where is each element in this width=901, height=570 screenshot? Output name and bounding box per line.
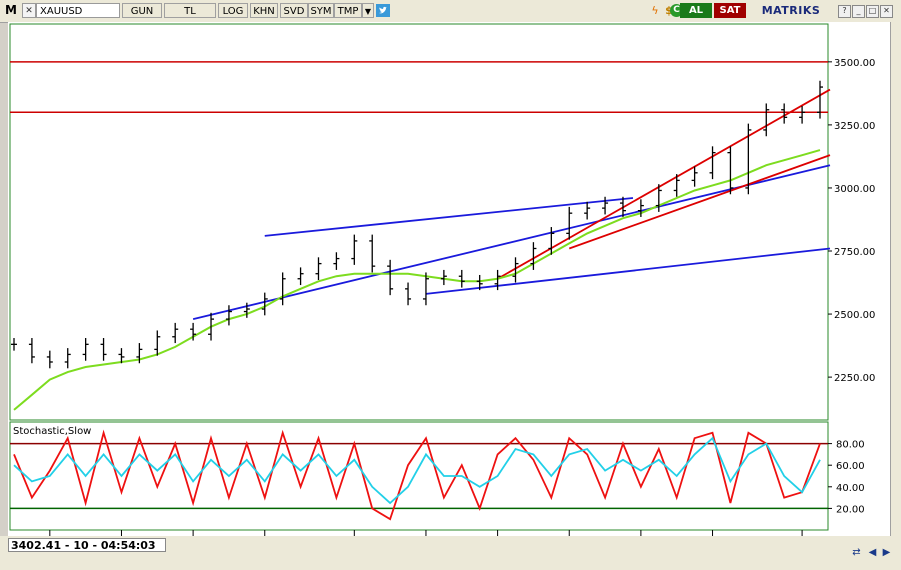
stochastic-panel[interactable]: 20.00 40.00 60.00 80.00 Stochastic,Slow — [9, 421, 865, 531]
price-bar — [655, 184, 662, 212]
price-bar — [225, 305, 232, 326]
scroll-left-icon[interactable]: ◀ — [868, 547, 877, 558]
price-bar — [82, 338, 89, 361]
sym-button[interactable]: SYM — [308, 3, 334, 18]
price-bar — [727, 146, 734, 195]
price-bar — [243, 302, 250, 318]
stochastic-panel-border — [9, 421, 829, 531]
trendline-blue — [425, 247, 831, 295]
price-bar — [315, 257, 322, 281]
price-bar — [548, 227, 555, 255]
template-button[interactable]: TMP — [334, 3, 362, 18]
symbol-input[interactable]: XAUUSD — [36, 3, 120, 18]
currency-button[interactable]: TL — [164, 3, 216, 18]
price-bar — [691, 166, 698, 187]
price-bar — [673, 174, 680, 197]
stochastic-title: Stochastic,Slow — [13, 426, 91, 437]
trendline-red — [568, 154, 831, 250]
price-bar — [351, 234, 358, 265]
stochastic-tick-label: 40.00 — [836, 483, 865, 494]
stochastic-tick-label: 80.00 — [836, 440, 865, 451]
price-bar — [619, 196, 626, 217]
price-bar — [494, 269, 501, 291]
price-bar — [369, 234, 376, 273]
price-bar — [584, 201, 591, 220]
price-bar — [64, 348, 71, 369]
price-bar — [154, 330, 161, 356]
price-bar — [763, 103, 770, 137]
price-bar — [709, 146, 716, 180]
stochastic-tick-label: 60.00 — [836, 461, 865, 472]
moving-average-line — [13, 149, 821, 411]
trendline-blue — [192, 164, 831, 320]
trendline-blue — [264, 197, 634, 237]
price-bar — [333, 252, 340, 270]
close-icon[interactable]: ✕ — [880, 5, 893, 18]
price-bar — [279, 272, 286, 306]
khn-button[interactable]: KHN — [250, 3, 278, 18]
dollar-icon[interactable]: $ — [665, 4, 673, 17]
price-bar — [422, 272, 429, 306]
price-bar — [799, 105, 806, 124]
cursor-readout: 3402.41 - 10 - 04:54:03 — [8, 538, 166, 552]
price-bar — [405, 282, 412, 306]
price-bar — [118, 348, 125, 364]
price-bar — [172, 322, 179, 344]
maximize-icon[interactable]: □ — [866, 5, 879, 18]
price-panel-border — [9, 23, 829, 421]
price-bar — [566, 206, 573, 240]
sync-icon[interactable]: ⇄ — [852, 547, 861, 558]
price-bar — [190, 322, 197, 341]
twitter-icon[interactable] — [376, 4, 390, 17]
help-icon[interactable]: ? — [838, 5, 851, 18]
matriks-logo: MATRIKS — [761, 4, 821, 17]
price-bar — [512, 257, 519, 283]
price-bar — [261, 292, 268, 316]
price-tick-label: 3000.00 — [834, 184, 875, 195]
price-bar — [458, 269, 465, 288]
price-bar — [602, 196, 609, 215]
price-bar — [440, 269, 447, 286]
price-tick-label: 3250.00 — [834, 121, 875, 132]
price-tick-label: 3500.00 — [834, 58, 875, 69]
right-scrollbar[interactable] — [890, 22, 901, 542]
app-menu-button[interactable]: M — [5, 3, 17, 17]
interval-button[interactable]: GUN — [122, 3, 162, 18]
price-panel[interactable]: 2250.00 2500.00 2750.00 3000.00 3250.00 3500.… — [9, 23, 875, 421]
price-bar — [208, 312, 215, 341]
minimize-icon[interactable]: _ — [852, 5, 865, 18]
price-bar — [476, 274, 483, 291]
refresh-icon[interactable]: C — [670, 4, 683, 17]
price-bar — [387, 259, 394, 296]
svd-button[interactable]: SVD — [280, 3, 308, 18]
price-bar — [637, 199, 644, 217]
price-bar — [136, 343, 143, 364]
price-bar — [781, 103, 788, 124]
trendline-red — [497, 88, 831, 280]
stochastic-tick-label: 20.00 — [836, 504, 865, 515]
close-symbol-icon[interactable]: ✕ — [22, 3, 36, 18]
price-bar — [46, 350, 53, 369]
price-bar — [100, 338, 107, 361]
toolbar: M ✕ XAUUSD GUN TL LOG KHN SVD SYM TMP ▼ … — [0, 0, 901, 23]
price-bar — [297, 267, 304, 286]
scroll-right-icon[interactable]: ▶ — [882, 547, 891, 558]
price-bar — [11, 338, 17, 351]
log-button[interactable]: LOG — [218, 3, 248, 18]
lightning-icon[interactable]: ϟ — [651, 4, 659, 17]
sell-button[interactable]: SAT — [714, 3, 746, 18]
price-bar — [745, 123, 752, 195]
buy-button[interactable]: AL — [680, 3, 712, 18]
price-bar — [817, 80, 823, 119]
price-tick-label: 2750.00 — [834, 247, 875, 258]
price-tick-label: 2500.00 — [834, 310, 875, 321]
price-bar — [530, 242, 537, 270]
dropdown-icon[interactable]: ▼ — [362, 3, 374, 18]
stochastic-d-line — [13, 436, 821, 505]
price-tick-label: 2250.00 — [834, 373, 875, 384]
price-bar — [28, 338, 35, 364]
